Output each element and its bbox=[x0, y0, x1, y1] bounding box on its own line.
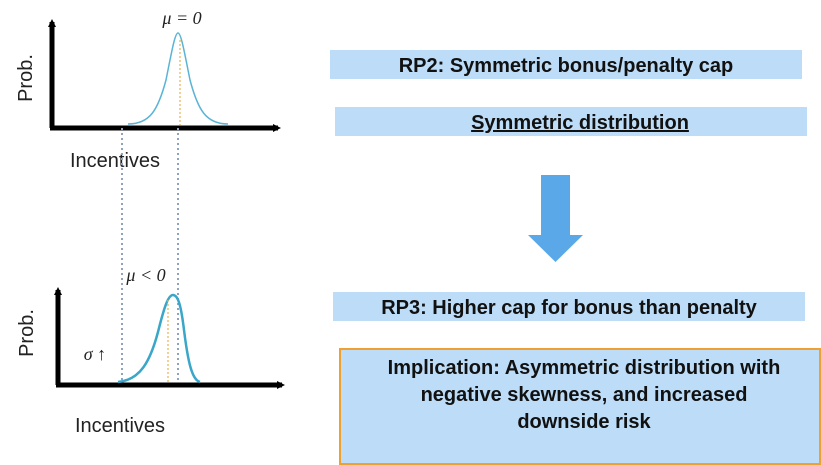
sigma-label: σ ↑ bbox=[84, 344, 106, 364]
result-text: Symmetric distribution bbox=[471, 112, 689, 134]
bottom-plot: μ < 0 σ ↑ Prob. Incentives bbox=[16, 265, 285, 437]
implication-line: Implication: Asymmetric distribution wit… bbox=[388, 357, 781, 379]
result-box bbox=[335, 107, 807, 136]
x-label: Incentives bbox=[75, 415, 165, 437]
rp2-box bbox=[330, 50, 802, 79]
y-label: Prob. bbox=[16, 309, 38, 357]
rp2-text: RP2: Symmetric bonus/penalty cap bbox=[399, 55, 734, 77]
implication-line: downside risk bbox=[517, 411, 651, 433]
top-plot: μ = 0 Prob. Incentives bbox=[15, 8, 281, 172]
mean-label: μ = 0 bbox=[161, 8, 201, 28]
x-label: Incentives bbox=[70, 150, 160, 172]
implication-box bbox=[339, 348, 821, 465]
down-arrow bbox=[528, 175, 583, 262]
mean-label: μ < 0 bbox=[125, 265, 165, 285]
y-label: Prob. bbox=[15, 54, 37, 102]
implication-line: negative skewness, and increased bbox=[421, 384, 748, 406]
rp3-box bbox=[333, 292, 805, 321]
distribution-curve bbox=[117, 293, 201, 384]
distribution-curve bbox=[127, 32, 229, 125]
rp3-text: RP3: Higher cap for bonus than penalty bbox=[381, 297, 757, 319]
